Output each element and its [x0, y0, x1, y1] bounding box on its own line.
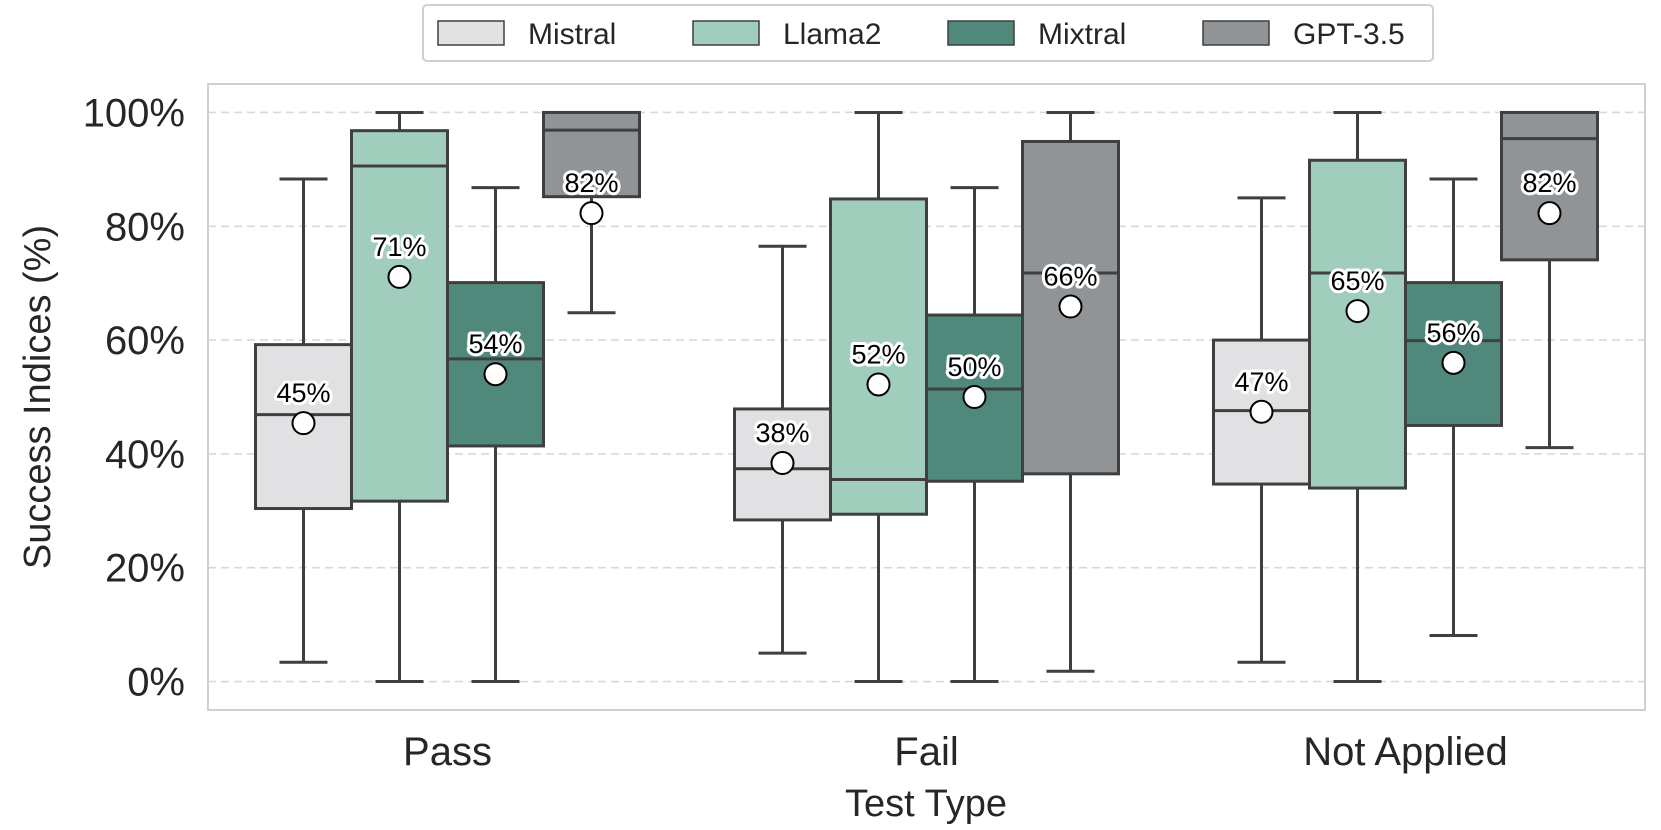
y-tick-label: 60%	[105, 319, 185, 363]
mean-label: 71%	[372, 232, 426, 262]
mean-label: 82%	[564, 168, 618, 198]
legend-frame	[422, 4, 1434, 62]
legend-label: Mistral	[528, 18, 616, 51]
y-axis-label: Success Indices (%)	[17, 225, 59, 569]
legend-label: Llama2	[783, 18, 881, 51]
legend-swatch	[1202, 20, 1270, 46]
mean-marker	[483, 362, 508, 387]
mean-marker	[1345, 299, 1370, 324]
box-mixtral: 50%	[925, 186, 1024, 684]
x-tick-label: Pass	[403, 730, 492, 774]
y-tick-label: 80%	[105, 205, 185, 249]
iqr-box	[350, 129, 449, 503]
legend-swatch	[692, 20, 760, 46]
mean-marker	[579, 201, 604, 226]
iqr-box	[1308, 158, 1407, 490]
legend-swatch	[437, 20, 505, 46]
y-tick-label: 100%	[83, 91, 185, 135]
box-plot-series: 45% 38% 47% 71% 52% 65% 54% 50% 56% 82% 66% 82%	[254, 110, 1599, 684]
mean-marker	[387, 264, 412, 289]
x-axis-ticks: Pass Fail Not Applied	[403, 730, 1508, 774]
y-tick-label: 0%	[127, 661, 185, 705]
box-mistral: 47%	[1212, 196, 1311, 664]
legend-label: Mixtral	[1038, 18, 1126, 51]
y-axis-ticks: 0% 20% 40% 60% 80% 100%	[83, 91, 185, 704]
box-gpt-3-5: 82%	[542, 110, 641, 315]
box-gpt-3-5: 82%	[1500, 110, 1599, 450]
mean-marker	[1249, 399, 1274, 424]
legend-label: GPT-3.5	[1293, 18, 1405, 51]
box-llama2: 52%	[829, 110, 928, 684]
box-mixtral: 54%	[446, 186, 545, 684]
mean-marker	[1058, 294, 1083, 319]
mean-label: 54%	[468, 329, 522, 359]
box-mistral: 38%	[733, 244, 832, 655]
x-tick-label: Not Applied	[1303, 730, 1508, 774]
mean-label: 56%	[1426, 318, 1480, 348]
legend: Mistral Llama2 Mixtral GPT-3.5	[422, 4, 1434, 62]
iqr-box	[829, 197, 928, 516]
iqr-box	[1500, 110, 1599, 262]
legend-swatch	[947, 20, 1015, 46]
mean-marker	[1441, 350, 1466, 375]
box-gpt-3-5: 66%	[1021, 110, 1120, 673]
mean-label: 52%	[851, 339, 905, 369]
x-axis-label: Test Type	[845, 783, 1007, 825]
mean-label: 65%	[1330, 266, 1384, 296]
box-llama2: 65%	[1308, 110, 1407, 684]
mean-marker	[962, 385, 987, 409]
y-tick-label: 20%	[105, 547, 185, 591]
x-tick-label: Fail	[894, 730, 958, 774]
mean-label: 38%	[755, 418, 809, 448]
mean-label: 66%	[1043, 262, 1097, 292]
mean-label: 82%	[1522, 168, 1576, 198]
mean-marker	[291, 411, 316, 436]
mean-label: 45%	[276, 378, 330, 408]
box-llama2: 71%	[350, 110, 449, 684]
plot-frame	[207, 83, 1646, 711]
iqr-box	[542, 110, 641, 199]
box-mistral: 45%	[254, 177, 353, 664]
mean-marker	[1537, 201, 1562, 226]
mean-marker	[770, 451, 795, 476]
mean-label: 50%	[947, 352, 1001, 382]
y-tick-label: 40%	[105, 433, 185, 477]
mean-label: 47%	[1234, 367, 1288, 397]
mean-marker	[866, 372, 891, 397]
box-mixtral: 56%	[1404, 177, 1503, 637]
